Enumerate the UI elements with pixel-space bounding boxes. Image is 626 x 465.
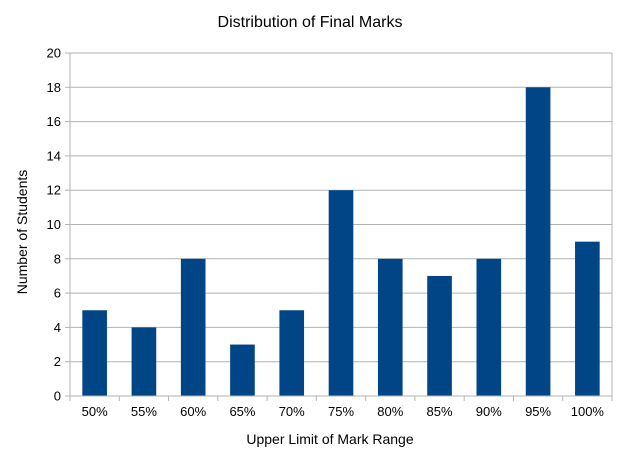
y-tick-label: 16 bbox=[47, 114, 61, 129]
x-tick-label: 65% bbox=[229, 404, 255, 419]
bar-100pct bbox=[575, 241, 600, 396]
bar-70pct bbox=[279, 310, 305, 396]
x-tick-labels: 50% 55% 60% 65% 70% 75% 80% 85% 90% 95% 100% bbox=[82, 404, 605, 419]
y-tick-label: 2 bbox=[54, 354, 61, 369]
bar-60pct bbox=[180, 258, 206, 396]
x-tick-label: 80% bbox=[377, 404, 403, 419]
bar-95pct bbox=[525, 87, 551, 397]
y-tick-label: 0 bbox=[54, 389, 61, 404]
bar-75pct bbox=[328, 190, 354, 396]
bar-85pct bbox=[427, 275, 452, 396]
chart-title: Distribution of Final Marks bbox=[218, 14, 403, 31]
y-tick-label: 10 bbox=[47, 217, 61, 232]
x-tick-label: 50% bbox=[82, 404, 108, 419]
x-tick-label: 75% bbox=[328, 404, 354, 419]
y-tick-label: 8 bbox=[54, 251, 61, 266]
x-tick-label: 95% bbox=[525, 404, 551, 419]
bar-90pct bbox=[476, 258, 502, 396]
y-tick-label: 14 bbox=[47, 148, 61, 163]
bar-80pct bbox=[377, 258, 403, 396]
x-tick-label: 60% bbox=[180, 404, 206, 419]
bar-65pct bbox=[230, 344, 255, 396]
y-tick-label: 20 bbox=[47, 46, 61, 61]
bar-50pct bbox=[82, 310, 107, 396]
y-axis-label: Number of Students bbox=[14, 170, 30, 295]
y-tick-label: 12 bbox=[47, 183, 61, 198]
bar-55pct bbox=[131, 327, 157, 396]
x-tick-label: 100% bbox=[571, 404, 605, 419]
x-tick-label: 55% bbox=[131, 404, 157, 419]
axes bbox=[69, 53, 613, 397]
x-tick-label: 70% bbox=[279, 404, 305, 419]
y-tick-label: 6 bbox=[54, 286, 61, 301]
y-tick-labels: 0 2 4 6 8 10 12 14 16 18 20 bbox=[47, 46, 61, 404]
x-tick-label: 90% bbox=[476, 404, 502, 419]
bars bbox=[82, 87, 600, 397]
x-axis-label: Upper Limit of Mark Range bbox=[246, 431, 414, 447]
y-tick-label: 4 bbox=[54, 320, 61, 335]
y-tick-label: 18 bbox=[47, 80, 61, 95]
x-tick-label: 85% bbox=[427, 404, 453, 419]
